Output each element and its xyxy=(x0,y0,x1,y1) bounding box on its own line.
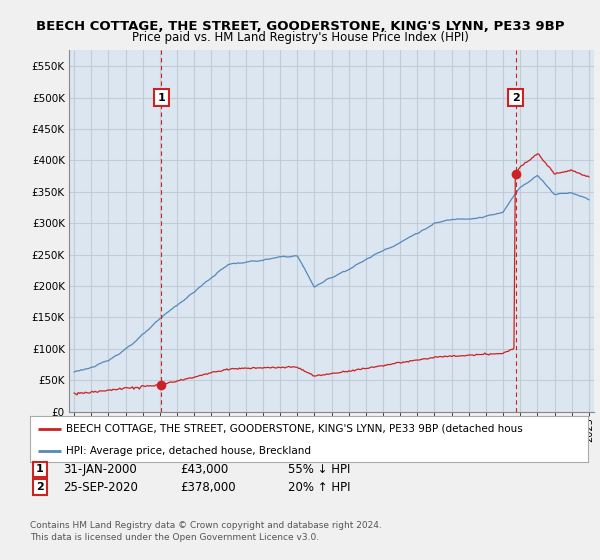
Text: HPI: Average price, detached house, Breckland: HPI: Average price, detached house, Brec… xyxy=(66,446,311,455)
Text: BEECH COTTAGE, THE STREET, GOODERSTONE, KING'S LYNN, PE33 9BP: BEECH COTTAGE, THE STREET, GOODERSTONE, … xyxy=(36,20,564,32)
Text: £43,000: £43,000 xyxy=(180,463,228,476)
Text: 25-SEP-2020: 25-SEP-2020 xyxy=(63,480,138,494)
Text: 2: 2 xyxy=(36,482,44,492)
Text: 2: 2 xyxy=(512,92,520,102)
Text: 1: 1 xyxy=(36,464,44,474)
Text: Contains HM Land Registry data © Crown copyright and database right 2024.: Contains HM Land Registry data © Crown c… xyxy=(30,521,382,530)
Text: This data is licensed under the Open Government Licence v3.0.: This data is licensed under the Open Gov… xyxy=(30,533,319,542)
Text: Price paid vs. HM Land Registry's House Price Index (HPI): Price paid vs. HM Land Registry's House … xyxy=(131,31,469,44)
Text: BEECH COTTAGE, THE STREET, GOODERSTONE, KING'S LYNN, PE33 9BP (detached hous: BEECH COTTAGE, THE STREET, GOODERSTONE, … xyxy=(66,424,523,434)
Text: 20% ↑ HPI: 20% ↑ HPI xyxy=(288,480,350,494)
Text: 1: 1 xyxy=(157,92,165,102)
Text: 55% ↓ HPI: 55% ↓ HPI xyxy=(288,463,350,476)
Text: 31-JAN-2000: 31-JAN-2000 xyxy=(63,463,137,476)
Text: £378,000: £378,000 xyxy=(180,480,236,494)
